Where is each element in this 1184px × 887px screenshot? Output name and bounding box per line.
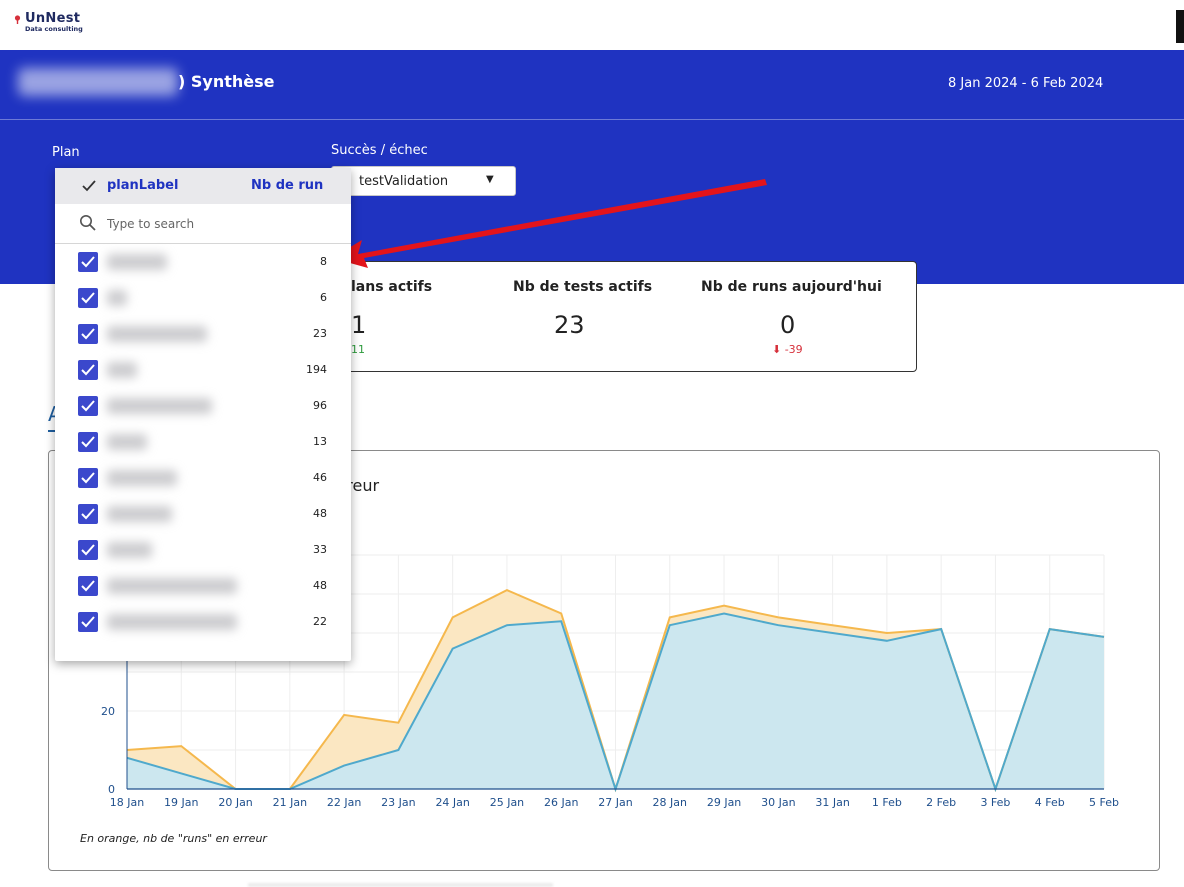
search-icon	[80, 215, 96, 231]
plan-option-row[interactable]: 22	[55, 612, 351, 648]
checkbox-checked-icon[interactable]	[78, 432, 98, 452]
plan-dropdown-panel: planLabel Nb de run 8 6 23 194 96 13 46 48 33 48 2…	[55, 168, 351, 661]
plan-dropdown-header[interactable]: planLabel Nb de run	[55, 168, 351, 204]
checkbox-checked-icon[interactable]	[78, 288, 98, 308]
plan-run-count: 22	[313, 615, 327, 628]
kpi-delta-active-plans: 11	[351, 343, 365, 356]
page-title: ) Synthèse	[178, 72, 275, 91]
redacted-plan-label	[107, 326, 207, 342]
plan-option-row[interactable]: 13	[55, 432, 351, 468]
kpi-card: lans actifs 1 11 Nb de tests actifs 23 N…	[330, 261, 917, 372]
kpi-title-active-plans: lans actifs	[351, 279, 433, 295]
brand-name: UnNest	[25, 11, 81, 26]
brand-logo[interactable]: UnNest Data consulting	[14, 12, 83, 33]
success-filter-value: testValidation	[359, 174, 449, 189]
kpi-value-runs-today: 0	[780, 311, 796, 339]
caret-down-icon: ▼	[486, 174, 494, 185]
checkbox-checked-icon[interactable]	[78, 504, 98, 524]
plan-option-row[interactable]: 6	[55, 288, 351, 324]
chart-note: En orange, nb de "runs" en erreur	[80, 832, 267, 845]
plan-run-count: 96	[313, 399, 327, 412]
plan-option-row[interactable]: 33	[55, 540, 351, 576]
plan-option-row[interactable]: 23	[55, 324, 351, 360]
redacted-footer	[248, 883, 553, 887]
plan-run-count: 48	[313, 507, 327, 520]
success-filter-label: Succès / échec	[331, 143, 428, 158]
plan-run-count: 23	[313, 327, 327, 340]
redacted-plan-label	[107, 434, 147, 450]
plan-option-row[interactable]: 194	[55, 360, 351, 396]
plan-run-count: 6	[320, 291, 327, 304]
plan-option-row[interactable]: 96	[55, 396, 351, 432]
plan-run-count: 13	[313, 435, 327, 448]
redacted-plan-label	[107, 578, 237, 594]
redacted-title-prefix	[18, 68, 178, 96]
checkmark-icon[interactable]	[81, 178, 97, 194]
checkbox-checked-icon[interactable]	[78, 468, 98, 488]
checkbox-checked-icon[interactable]	[78, 252, 98, 272]
checkbox-checked-icon[interactable]	[78, 360, 98, 380]
redacted-plan-label	[107, 290, 127, 306]
redacted-plan-label	[107, 254, 167, 270]
kpi-title-runs-today: Nb de runs aujourd'hui	[701, 279, 882, 295]
redacted-plan-label	[107, 470, 177, 486]
kpi-title-active-tests: Nb de tests actifs	[513, 279, 653, 295]
redacted-plan-label	[107, 362, 137, 378]
kpi-delta-runs-today: ⬇ -39	[772, 343, 803, 356]
top-bar: UnNest Data consulting	[0, 0, 1184, 50]
redacted-plan-label	[107, 542, 152, 558]
plan-run-count: 33	[313, 543, 327, 556]
checkbox-checked-icon[interactable]	[78, 612, 98, 632]
date-range[interactable]: 8 Jan 2024 - 6 Feb 2024	[948, 76, 1104, 91]
redacted-plan-label	[107, 506, 172, 522]
plan-run-count: 194	[306, 363, 327, 376]
plan-label-column[interactable]: planLabel	[107, 178, 179, 193]
corner-block	[1176, 10, 1184, 43]
plan-option-row[interactable]: 48	[55, 576, 351, 612]
checkbox-checked-icon[interactable]	[78, 324, 98, 344]
plan-run-count: 46	[313, 471, 327, 484]
plan-run-count: 48	[313, 579, 327, 592]
checkbox-checked-icon[interactable]	[78, 540, 98, 560]
redacted-plan-label	[107, 398, 212, 414]
plan-filter-label: Plan	[52, 145, 80, 160]
plan-option-row[interactable]: 46	[55, 468, 351, 504]
checkbox-checked-icon[interactable]	[78, 396, 98, 416]
plan-option-row[interactable]: 48	[55, 504, 351, 540]
success-filter-select[interactable]: testValidation ▼	[331, 166, 516, 196]
run-count-column[interactable]: Nb de run	[251, 178, 324, 193]
brand-tagline: Data consulting	[25, 25, 83, 33]
dropdown-separator	[55, 243, 351, 244]
kpi-value-active-tests: 23	[554, 311, 585, 339]
plan-option-row[interactable]: 8	[55, 252, 351, 288]
checkbox-checked-icon[interactable]	[78, 576, 98, 596]
banner-divider	[0, 119, 1184, 120]
redacted-plan-label	[107, 614, 237, 630]
plan-search-input[interactable]	[107, 214, 327, 234]
logo-pin-icon	[14, 15, 21, 24]
plan-run-count: 8	[320, 255, 327, 268]
kpi-value-active-plans: 1	[351, 311, 367, 339]
